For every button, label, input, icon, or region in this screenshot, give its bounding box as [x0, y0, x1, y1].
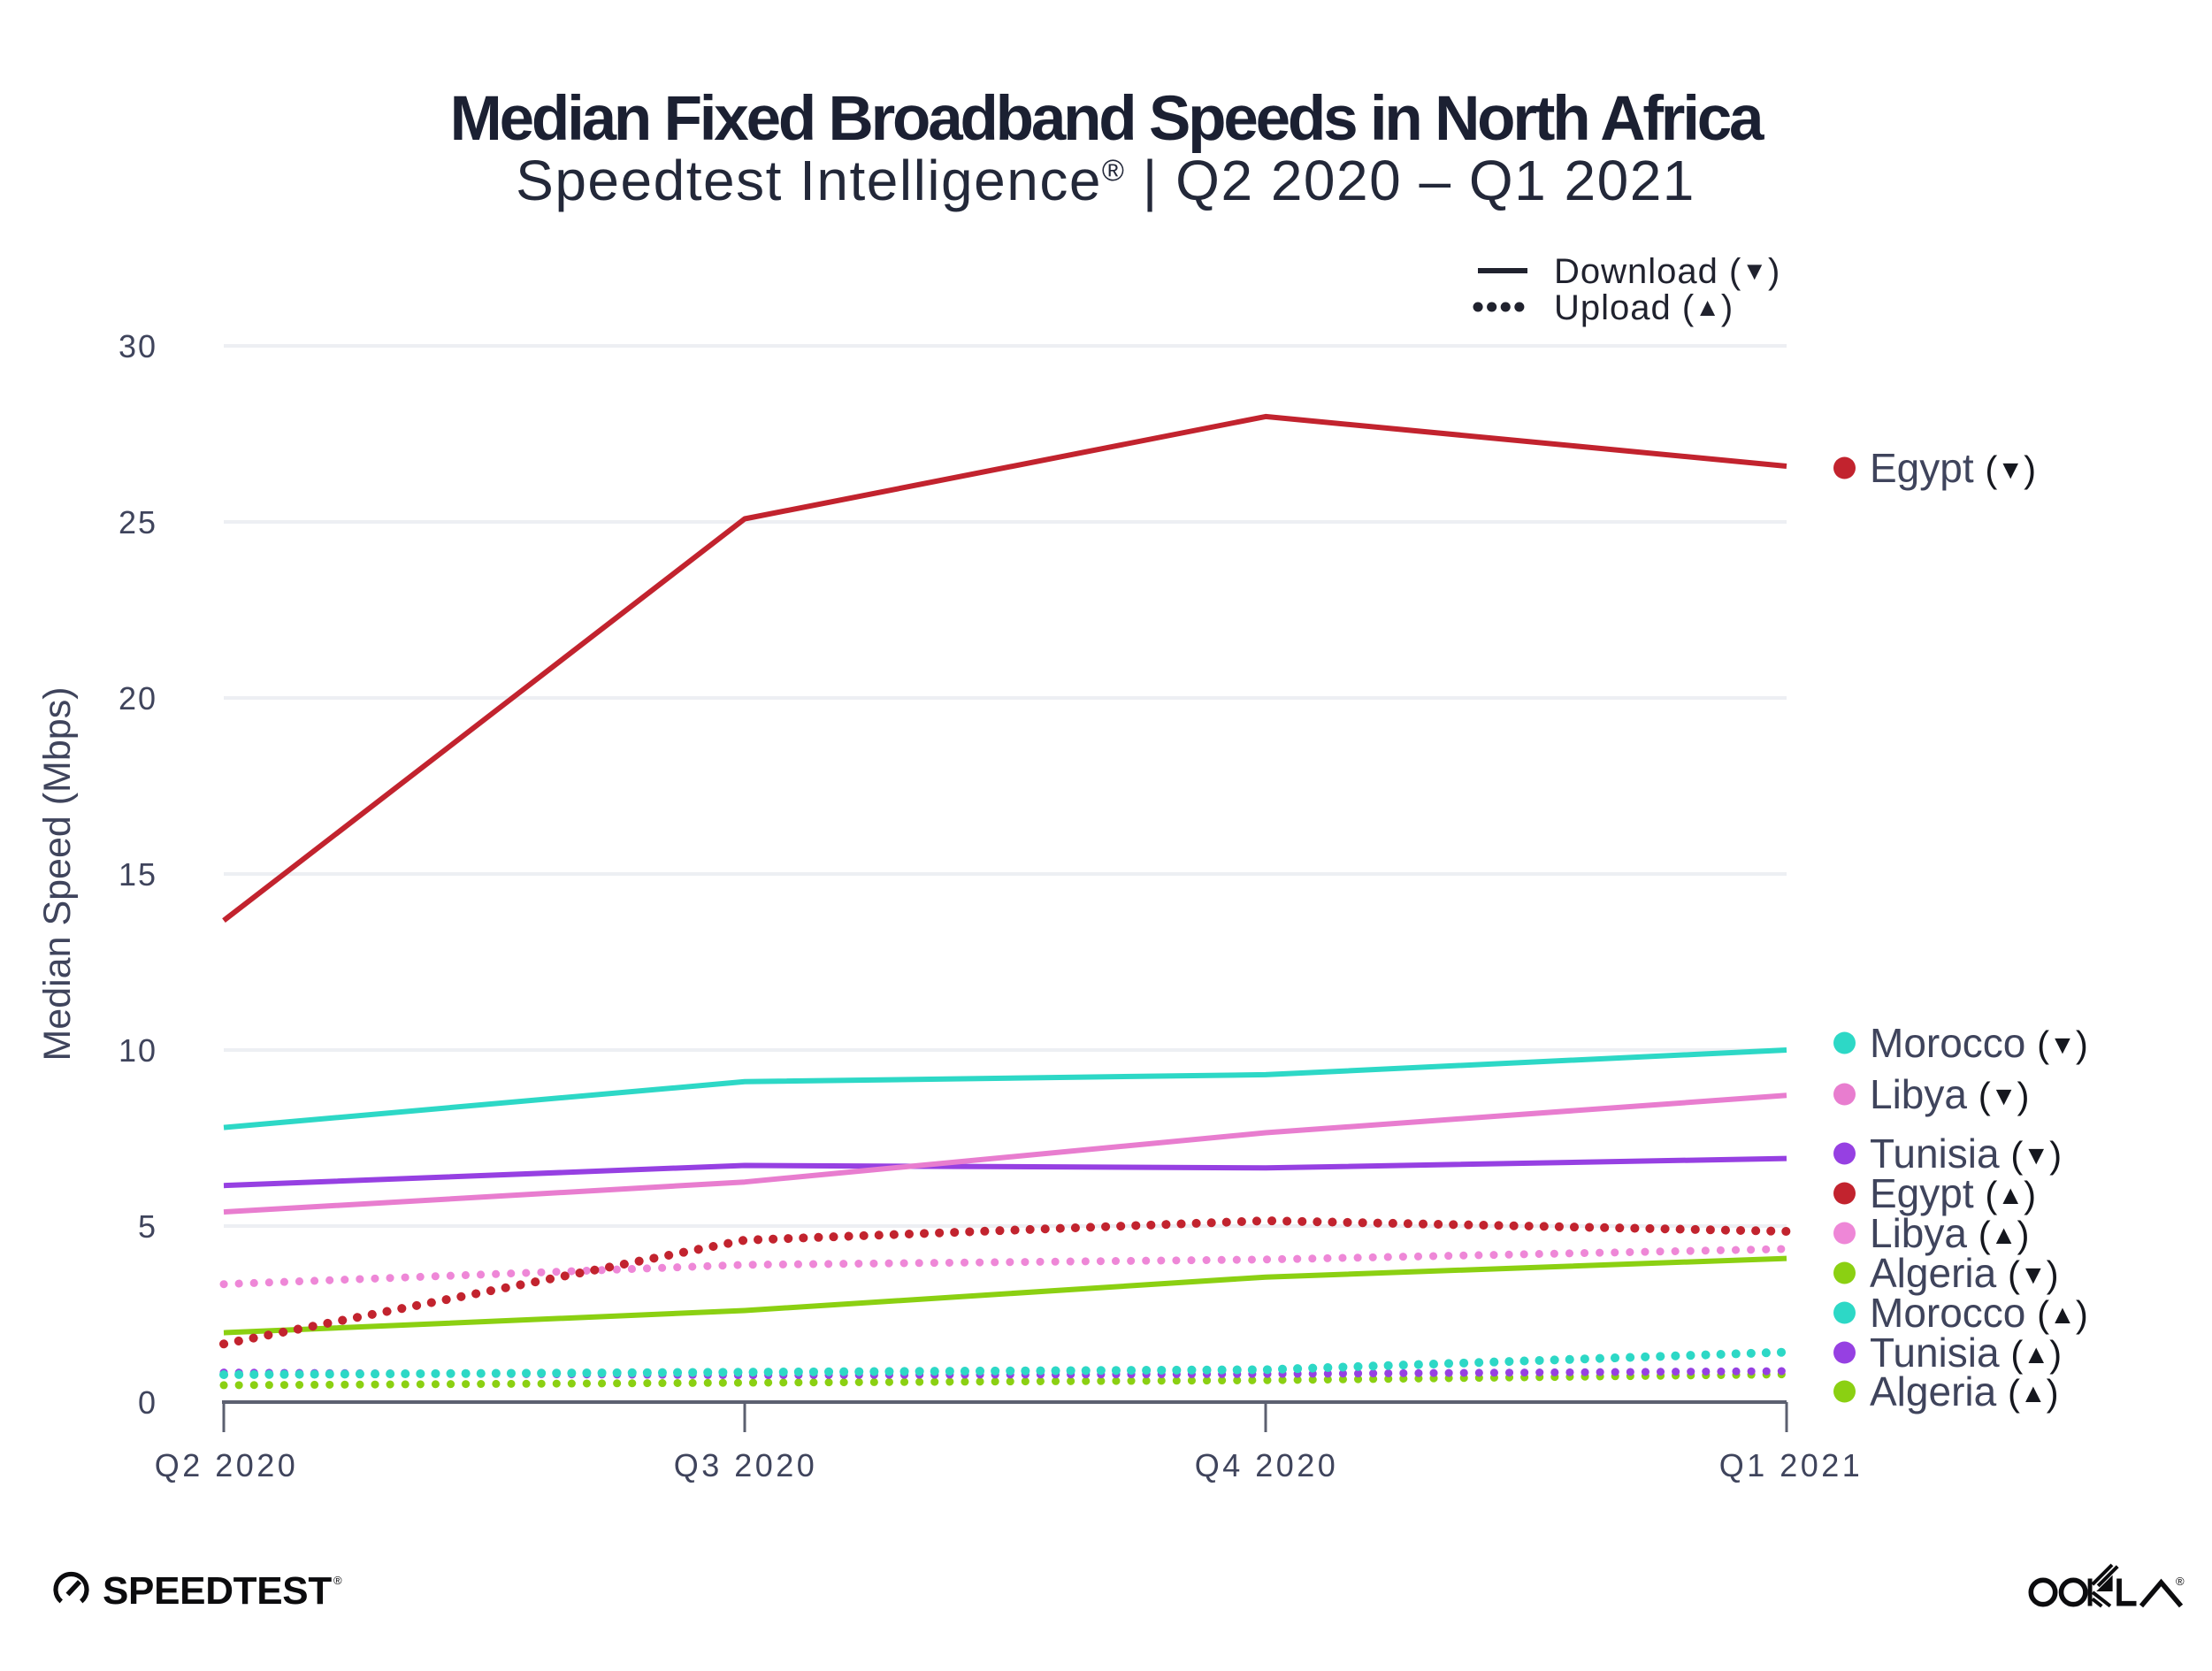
svg-text:SPEEDTEST: SPEEDTEST — [103, 1569, 332, 1613]
svg-text:20: 20 — [119, 680, 157, 717]
svg-text:Q4 2020: Q4 2020 — [1195, 1447, 1339, 1483]
svg-text:Speedtest Intelligence® | Q2 2: Speedtest Intelligence® | Q2 2020 – Q1 2… — [516, 149, 1695, 212]
svg-text:Download (▼): Download (▼) — [1554, 252, 1780, 291]
svg-text:Median Speed (Mbps): Median Speed (Mbps) — [36, 686, 79, 1061]
svg-text:Median Fixed Broadband Speeds: Median Fixed Broadband Speeds in North A… — [450, 84, 1764, 154]
svg-text:Tunisia (▲): Tunisia (▲) — [1870, 1330, 2062, 1376]
svg-text:30: 30 — [119, 328, 157, 364]
svg-text:Q1 2021: Q1 2021 — [1719, 1447, 1864, 1483]
svg-text:Q2 2020: Q2 2020 — [155, 1447, 299, 1483]
svg-text:25: 25 — [119, 504, 157, 540]
svg-text:Q3 2020: Q3 2020 — [674, 1447, 818, 1483]
svg-text:10: 10 — [119, 1032, 157, 1069]
svg-text:0: 0 — [138, 1384, 157, 1421]
svg-text:15: 15 — [119, 856, 157, 893]
svg-text:®: ® — [2176, 1575, 2185, 1588]
svg-text:5: 5 — [138, 1208, 157, 1245]
svg-text:®: ® — [333, 1574, 342, 1587]
svg-text:Upload (▲): Upload (▲) — [1554, 288, 1734, 327]
